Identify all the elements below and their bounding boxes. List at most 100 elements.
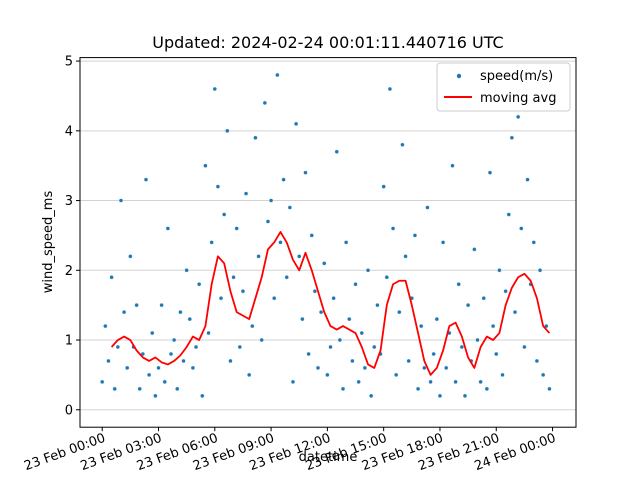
scatter-point	[384, 275, 389, 280]
grid-lines	[80, 60, 576, 411]
y-tick-label: 4	[65, 124, 73, 139]
y-tick-label: 0	[65, 403, 73, 418]
scatter-point	[415, 386, 421, 392]
scatter-point	[246, 372, 252, 378]
legend-box	[436, 62, 571, 112]
scatter-point	[525, 177, 530, 182]
scatter-point	[400, 142, 405, 147]
scatter-point	[347, 316, 352, 322]
scatter-point	[168, 351, 174, 357]
scatter-point	[475, 337, 480, 343]
scatter-point	[156, 365, 161, 371]
scatter-point	[240, 289, 246, 294]
scatter-point	[497, 268, 502, 273]
scatter-point	[478, 379, 483, 385]
scatter-point	[228, 358, 233, 364]
scatter-point	[290, 379, 296, 385]
scatter-point	[265, 219, 271, 224]
scatter-point	[353, 282, 358, 287]
y-axis-label: wind_speed_ms	[41, 191, 56, 294]
scatter-point	[393, 372, 399, 378]
scatter-point	[175, 386, 180, 392]
scatter-point	[350, 358, 355, 364]
scatter-point	[359, 330, 364, 336]
scatter-point	[506, 212, 511, 217]
scatter-point	[372, 344, 377, 350]
scatter-point	[134, 302, 139, 308]
y-tick-label: 1	[65, 334, 73, 349]
scatter-point	[150, 330, 155, 336]
moving-avg-line	[110, 231, 551, 376]
scatter-point	[431, 351, 436, 357]
scatter-point	[312, 289, 318, 294]
scatter-point	[209, 240, 214, 245]
scatter-point	[537, 268, 543, 273]
scatter-point	[440, 240, 446, 245]
scatter-point	[106, 358, 111, 364]
scatter-point	[215, 184, 221, 189]
scatter-point	[434, 316, 440, 322]
scatter-point	[128, 254, 133, 259]
plot-frame	[79, 57, 577, 428]
scatter-point	[281, 177, 286, 182]
scatter-point	[365, 268, 371, 273]
scatter-point	[297, 254, 302, 259]
scatter-point	[481, 295, 486, 301]
scatter-point	[375, 302, 380, 308]
scatter-point	[196, 282, 202, 287]
legend: speed(m/s) moving avg	[436, 62, 571, 112]
scatter-point	[340, 386, 346, 392]
scatter-point	[171, 337, 177, 343]
scatter-point	[206, 330, 211, 336]
scatter-point	[437, 393, 443, 399]
scatter-point	[187, 316, 192, 322]
scatter-point	[109, 275, 114, 280]
scatter-point	[494, 351, 499, 357]
scatter-point	[181, 358, 186, 364]
scatter-point	[503, 289, 508, 294]
scatter-point	[459, 344, 465, 350]
scatter-point	[522, 344, 527, 350]
scatter-point	[306, 351, 311, 357]
scatter-point	[278, 240, 283, 245]
scatter-point	[547, 386, 552, 392]
scatter-point	[425, 205, 430, 210]
scatter-point	[509, 135, 515, 141]
scatter-point	[356, 379, 361, 385]
scatter-point	[490, 323, 496, 329]
scatter-point	[178, 309, 183, 315]
legend-label-speed: speed(m/s)	[480, 69, 553, 84]
scatter-point	[322, 261, 327, 266]
scatter-point	[368, 393, 374, 399]
scatter-point	[159, 302, 164, 308]
scatter-point	[428, 379, 433, 385]
scatter-point	[462, 393, 468, 399]
scatter-point	[237, 344, 243, 350]
scatter-point	[309, 233, 314, 238]
scatter-point	[225, 128, 230, 134]
chart-title: Updated: 2024-02-24 00:01:11.440716 UTC	[152, 33, 503, 52]
scatter-point	[153, 393, 158, 399]
legend-label-moving-avg: moving avg	[480, 91, 556, 106]
scatter-point	[540, 372, 546, 378]
scatter-point	[218, 295, 224, 301]
scatter-point	[412, 233, 418, 238]
scatter-point	[200, 393, 205, 399]
scatter-point	[193, 344, 199, 350]
scatter-point	[275, 72, 280, 78]
y-axis-ticks: 0 1 2 3 4 5	[65, 55, 80, 418]
scatter-point	[231, 275, 236, 280]
scatter-point	[315, 365, 321, 371]
scatter-point	[287, 205, 293, 210]
scatter-point	[284, 275, 289, 280]
scatter-point	[212, 86, 217, 92]
y-tick-label: 5	[65, 55, 73, 70]
scatter-point	[390, 226, 396, 231]
scatter-point	[419, 323, 424, 329]
scatter-point	[472, 247, 477, 252]
scatter-point	[162, 379, 167, 385]
scatter-point	[115, 344, 121, 350]
scatter-point	[406, 358, 411, 364]
scatter-point	[268, 198, 274, 203]
